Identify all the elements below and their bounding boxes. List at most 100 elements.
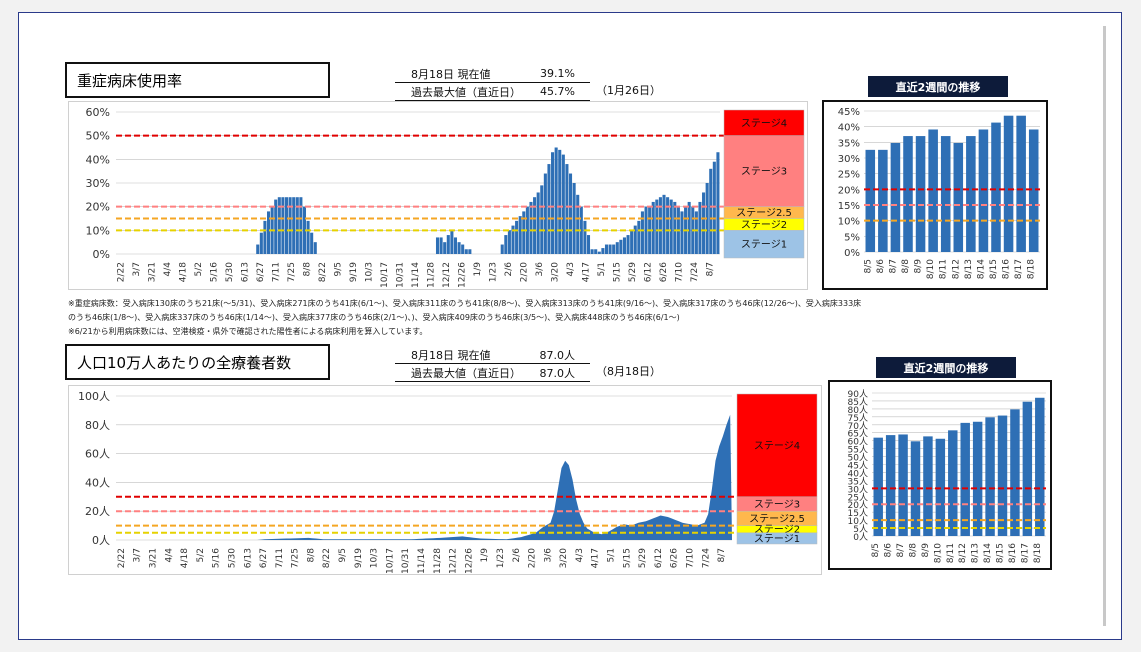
bottom-main-xtick-label: 6/12 [654, 548, 664, 568]
top-mini-bar [915, 136, 926, 252]
top-mini-bar [928, 129, 938, 252]
bottom-main-stage-label: ステージ4 [754, 441, 800, 452]
bottom-mini-xtick-label: 8/15 [996, 543, 1006, 563]
top-mini-ytick-label: 35% [838, 138, 860, 149]
bottom-mini-xtick-label: 8/16 [1008, 543, 1018, 563]
top-mini-ytick-label: 45% [838, 107, 860, 118]
bottom-mini-bar [972, 421, 983, 536]
top-main-xtick-label: 4/18 [179, 262, 189, 282]
top-main-xtick-label: 12/26 [457, 262, 467, 288]
top-main-xtick-label: 9/19 [349, 262, 359, 282]
top-main-bar [551, 152, 555, 254]
top-main-bar [468, 249, 472, 254]
top-mini-bar [1016, 115, 1026, 252]
top-main-ytick-label: 10% [86, 224, 110, 237]
bottom-mini-xtick-label: 8/10 [933, 543, 943, 563]
bottom-mini-ytick-label: 80人 [848, 405, 868, 416]
top-mini-xtick-label: 8/10 [926, 259, 936, 279]
bottom-mini-ytick-label: 30人 [848, 484, 868, 495]
top-mini-xtick-label: 8/15 [989, 259, 999, 279]
top-main-xtick-label: 10/3 [365, 262, 375, 282]
top-main-bar [536, 192, 540, 254]
top-mini-xtick-label: 8/9 [914, 259, 924, 274]
top-mini-bar [1028, 129, 1039, 252]
top-main-bar [522, 211, 526, 254]
bottom-main-xtick-label: 5/2 [196, 548, 206, 562]
top-mini-xtick-label: 8/18 [1027, 259, 1037, 279]
top-main-bar [507, 230, 511, 254]
bottom-main-ytick-label: 80人 [85, 419, 110, 432]
top-main-bar [615, 242, 619, 254]
top-main-xtick-label: 7/10 [674, 262, 684, 282]
top-main-bar [709, 168, 713, 254]
top-main-xtick-label: 5/1 [597, 262, 607, 276]
bottom-main-xtick-label: 7/10 [686, 548, 696, 568]
bottom-mini-ytick-label: 10人 [848, 516, 868, 527]
top-mini-xtick-label: 8/13 [964, 259, 974, 279]
scrollbar[interactable] [1103, 26, 1106, 626]
top-mini-xtick-label: 8/16 [1002, 259, 1012, 279]
top-main-bar [630, 230, 634, 254]
top-main-ytick-label: 0% [93, 248, 110, 261]
top-mini-ytick-label: 0% [844, 248, 860, 259]
top-main-ytick-label: 40% [86, 153, 110, 166]
bottom-main-ytick-label: 0人 [92, 534, 110, 547]
top-main-stage-label: ステージ2 [741, 220, 787, 231]
bottom-main-xtick-label: 9/5 [338, 548, 348, 562]
top-main-xtick-label: 5/16 [210, 262, 220, 282]
top-main-bar [669, 199, 673, 254]
top-main-bar [622, 237, 626, 254]
bottom-main-xtick-label: 5/29 [638, 548, 648, 568]
top-mini-ytick-label: 30% [838, 154, 860, 165]
top-main-xtick-label: 1/9 [473, 262, 483, 277]
top-main-ytick-label: 20% [86, 201, 110, 214]
bottom-main-area-series [116, 414, 732, 540]
bottom-main-xtick-label: 2/22 [117, 548, 127, 568]
bottom-mini-bar [1022, 401, 1033, 536]
top-main-bar [583, 220, 587, 254]
bottom-main-xtick-label: 2/6 [512, 548, 522, 563]
bottom-main-xtick-label: 3/7 [133, 548, 143, 562]
bottom-main-xtick-label: 3/6 [543, 548, 553, 563]
top-main-bar [274, 199, 278, 254]
bottom-main-xtick-label: 8/22 [322, 548, 332, 568]
top-main-bar [569, 173, 573, 254]
top-main-bar [619, 239, 623, 254]
top-mini-ytick-label: 20% [838, 185, 860, 196]
top-main-bar [680, 211, 684, 254]
bottom-mini-xtick-label: 8/14 [983, 543, 993, 563]
bottom-mini-ytick-label: 55人 [848, 445, 868, 456]
bottom-main-xtick-label: 3/20 [559, 548, 569, 568]
bottom-main-xtick-label: 4/17 [591, 548, 601, 568]
top-main-stage-label: ステージ2.5 [736, 208, 792, 219]
bottom-main-xtick-label: 11/14 [417, 548, 427, 574]
bottom-mini-xtick-label: 8/7 [896, 543, 906, 557]
bottom-mini-title: 直近2週間の推移 [876, 357, 1016, 378]
top-main-bar [554, 147, 558, 254]
top-main-xtick-label: 4/4 [163, 262, 173, 277]
top-main-xtick-label: 2/22 [117, 262, 127, 282]
top-main-bar [666, 197, 670, 254]
top-main-xtick-label: 11/28 [426, 262, 436, 288]
top-main-xtick-label: 5/30 [225, 262, 235, 282]
top-main-bar [525, 206, 529, 254]
bottom-main-xtick-label: 7/11 [275, 548, 285, 568]
top-main-bar [601, 248, 605, 254]
top-mini-ytick-label: 5% [844, 232, 860, 243]
top-main-bar [702, 192, 706, 254]
bottom-mini-xtick-label: 8/9 [921, 543, 931, 558]
bottom-main-xtick-label: 7/25 [291, 548, 301, 568]
top-stat-value-max: 45.7% [540, 85, 575, 98]
bottom-mini-xtick-label: 8/12 [958, 543, 968, 563]
bottom-stat-label-max: 過去最大値（直近日） [411, 366, 521, 380]
top-main-bar [644, 206, 648, 254]
top-mini-xtick-label: 8/14 [976, 259, 986, 279]
top-main-bar [698, 201, 702, 254]
top-main-xtick-label: 3/21 [148, 262, 158, 282]
top-main-bar [259, 232, 263, 254]
top-main-bar [443, 242, 447, 254]
bottom-main-ytick-label: 100人 [78, 390, 110, 403]
top-main-xtick-label: 3/6 [535, 262, 545, 277]
top-mini-xtick-label: 8/17 [1014, 259, 1024, 279]
